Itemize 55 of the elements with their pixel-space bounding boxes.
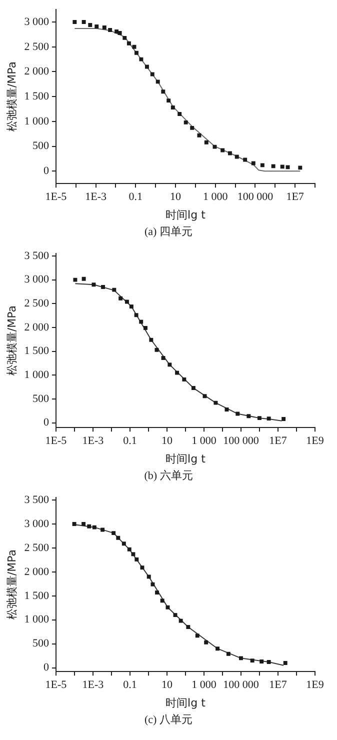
text: (a) 四单元 [144, 225, 194, 240]
x-tick-label: 100 000 [223, 435, 260, 448]
y-tick-label: 3 500 [24, 250, 50, 262]
x-axis-title: 时间lg t [166, 208, 206, 222]
x-tick-label: 1E7 [286, 191, 304, 204]
x-tick-label: 1 000 [202, 191, 228, 204]
x-tick-label: 10 [161, 679, 173, 692]
y-tick-label: 1 000 [24, 115, 50, 128]
x-tick-label: 0.1 [123, 679, 137, 692]
x-tick-label: 1 000 [192, 679, 217, 692]
x-tick-label: 0.1 [123, 435, 137, 448]
y-axis-title: 松弛模量/MPa [5, 306, 18, 376]
y-tick-label: 3 000 [24, 274, 50, 286]
y-tick-label: 0 [43, 416, 50, 429]
y-tick-label: 2 000 [24, 321, 50, 334]
x-tick-label: 1E-3 [82, 679, 104, 692]
x-tick-label: 1E-3 [82, 435, 104, 448]
y-tick-label: 2 000 [24, 566, 50, 578]
y-tick-label: 2 500 [24, 298, 50, 310]
x-axis-title: 时间lg t [166, 452, 206, 466]
text: (b) 六单元 [143, 468, 194, 484]
y-tick-label: 3 000 [24, 16, 50, 28]
y-tick-label: 500 [32, 140, 50, 152]
x-tick-label: 1E7 [269, 435, 288, 448]
y-tick-label: 500 [32, 392, 50, 405]
x-tick-label: 1E-5 [45, 679, 68, 692]
y-tick-label: 0 [43, 662, 50, 674]
y-tick-label: 0 [43, 165, 50, 178]
y-tick-label: 3 000 [24, 518, 50, 530]
y-tick-label: 3 500 [24, 494, 50, 506]
text: (c) 八单元 [144, 713, 194, 728]
y-tick-label: 1 000 [24, 369, 50, 382]
y-axis-title: 松弛模量/MPa [5, 550, 18, 620]
y-tick-label: 1 000 [24, 614, 50, 626]
x-tick-label: 10 [161, 435, 173, 448]
x-tick-label: 1E9 [306, 435, 324, 448]
x-tick-label: 1E-5 [45, 435, 68, 448]
y-tick-label: 500 [32, 638, 50, 650]
x-tick-label: 1 000 [192, 435, 217, 448]
y-axis-title: 松弛模量/MPa [5, 62, 18, 132]
x-tick-label: 1E7 [269, 679, 288, 692]
x-tick-label: 100 000 [223, 679, 260, 692]
x-tick-label: 1E9 [306, 679, 324, 692]
x-axis-title: 时间lg t [166, 696, 206, 710]
x-tick-label: 1E-5 [45, 191, 68, 204]
y-tick-label: 2 500 [24, 542, 50, 554]
x-tick-label: 0.1 [128, 191, 143, 204]
y-tick-label: 2 500 [24, 40, 50, 53]
x-tick-label: 1E-3 [85, 191, 107, 204]
y-tick-label: 1 500 [24, 345, 50, 358]
y-tick-label: 2 000 [24, 66, 50, 78]
y-tick-label: 1 500 [24, 90, 50, 102]
x-tick-label: 100 000 [237, 191, 274, 204]
y-tick-label: 1 500 [24, 590, 50, 602]
x-tick-label: 10 [170, 191, 182, 204]
